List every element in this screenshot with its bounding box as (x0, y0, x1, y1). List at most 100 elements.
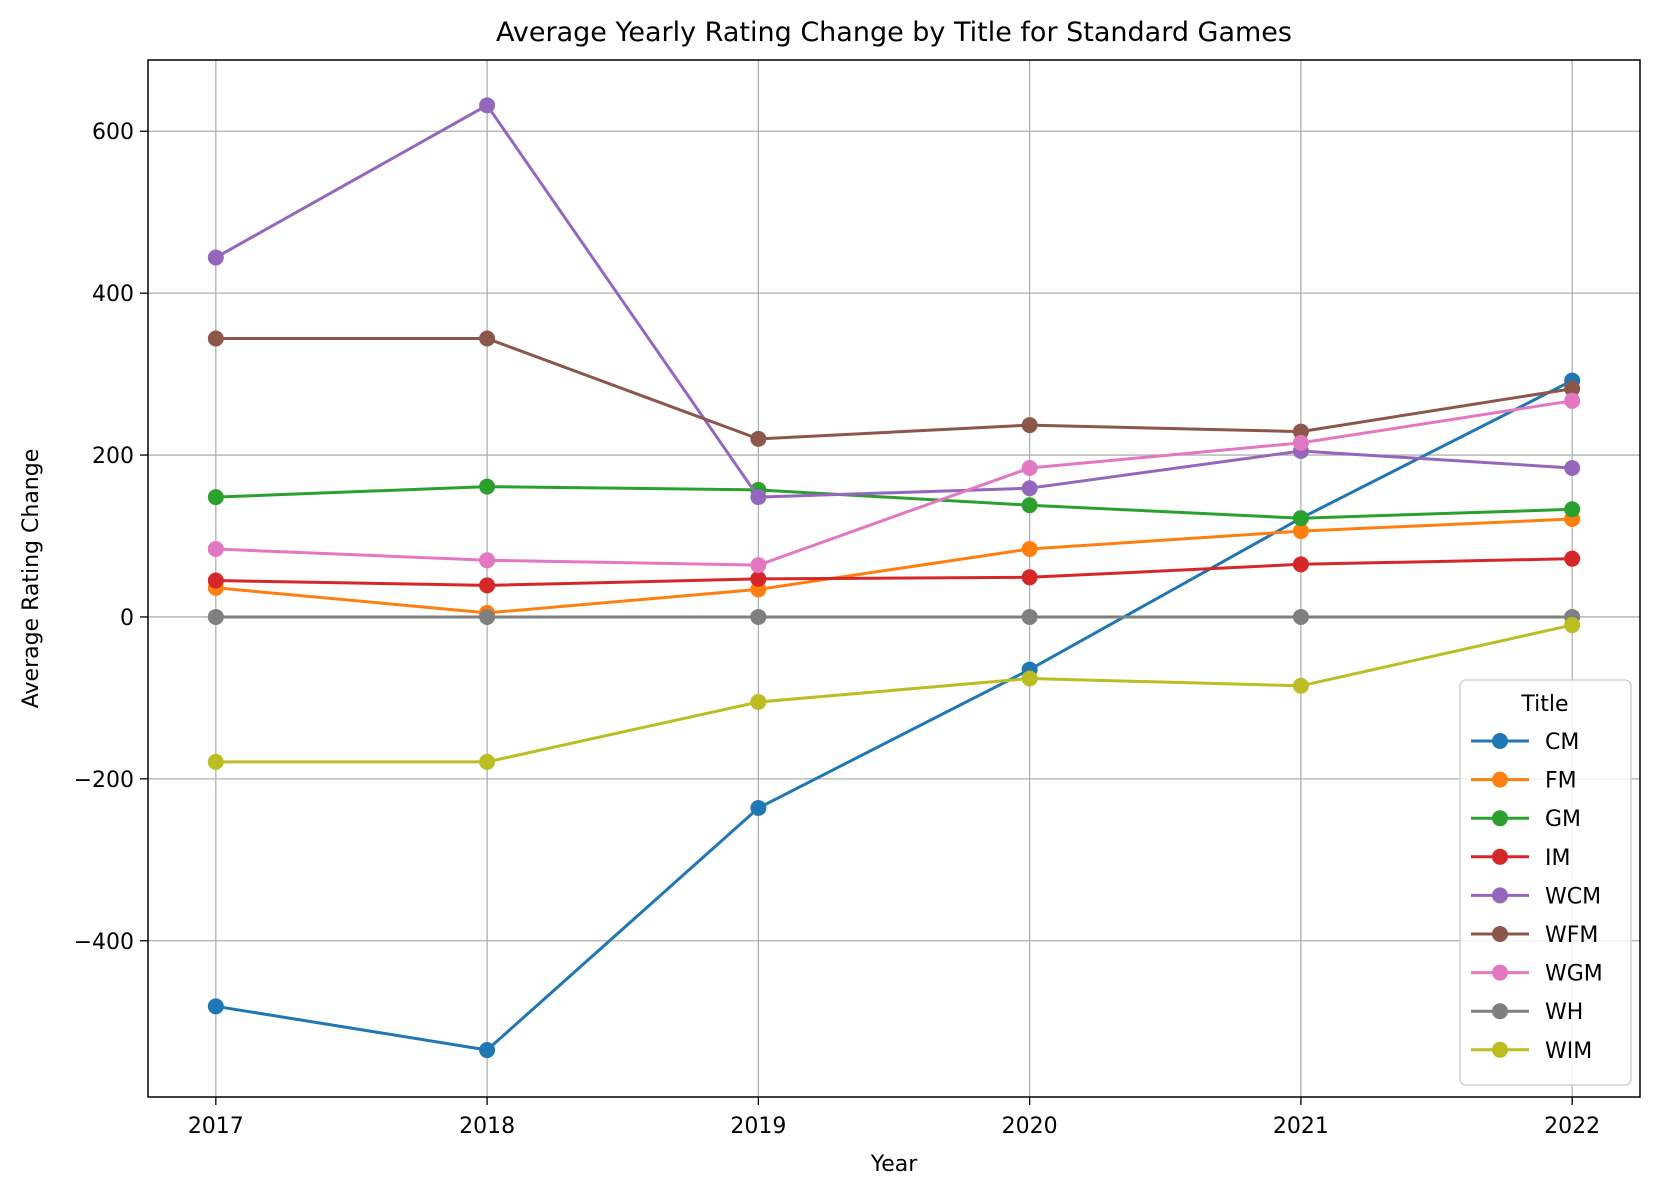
data-point-wgm (1021, 460, 1038, 476)
legend-marker (1492, 964, 1508, 981)
series-gm (207, 478, 1581, 527)
legend-marker (1492, 771, 1508, 788)
legend-items: CM FM GM IM WCM WFM WGM WH WIM (1471, 730, 1603, 1064)
data-point-wh (750, 608, 767, 625)
plot-frame (147, 59, 1641, 1098)
data-point-wh (479, 608, 496, 625)
legend-marker (1492, 1041, 1508, 1058)
legend-label: FM (1545, 769, 1577, 794)
data-point-gm (1564, 501, 1581, 518)
legend-item-fm: FM (1471, 769, 1577, 794)
data-point-wgm (1564, 392, 1581, 409)
legend-item-wcm: WCM (1471, 884, 1601, 909)
data-point-gm (207, 489, 224, 506)
axis-ticks: 2017 2018 2019 2020 2021 2022 −400 −200 0 200 400 6… (74, 120, 1601, 1139)
data-point-wcm (1021, 480, 1038, 497)
legend-label: CM (1545, 730, 1579, 755)
y-tick-label: −200 (74, 768, 134, 793)
legend-label: WIM (1545, 1039, 1592, 1064)
legend: Title CM FM GM IM WCM WFM WGM WH WIM (1459, 679, 1632, 1086)
data-point-im (479, 577, 496, 594)
data-point-wgm (479, 552, 496, 569)
data-point-wfm (1564, 380, 1581, 397)
data-point-wgm (1292, 434, 1309, 451)
data-point-wcm (207, 249, 224, 266)
data-point-im (1564, 550, 1581, 567)
data-point-wgm (750, 557, 767, 574)
series-line-wgm (214, 399, 1574, 567)
data-point-wfm (750, 430, 767, 447)
data-point-fm (1292, 523, 1309, 540)
series-line-gm (214, 485, 1574, 520)
data-point-wh (207, 608, 224, 625)
x-tick-label: 2018 (459, 1114, 515, 1139)
legend-label: WCM (1545, 884, 1601, 909)
data-point-wfm (479, 330, 496, 347)
series-wfm (207, 330, 1581, 447)
y-axis-label: Average Rating Change (19, 449, 44, 709)
y-tick-label: 0 (120, 606, 134, 631)
legend-marker (1492, 848, 1508, 865)
series-line-wcm (213, 103, 1574, 499)
data-point-wim (479, 753, 496, 770)
y-tick-label: 200 (92, 444, 134, 469)
legend-item-wim: WIM (1471, 1039, 1592, 1064)
data-point-wim (1021, 670, 1038, 687)
data-point-im (207, 572, 224, 589)
legend-item-cm: CM (1471, 730, 1579, 755)
data-point-wim (207, 753, 224, 770)
data-point-cm (479, 1042, 496, 1059)
legend-label: GM (1545, 807, 1581, 832)
data-point-cm (750, 800, 767, 816)
series-wim (207, 617, 1581, 770)
series-line-wim (214, 623, 1574, 764)
data-point-cm (207, 998, 224, 1015)
legend-label: WFM (1545, 923, 1598, 948)
data-point-wcm (479, 97, 496, 114)
x-tick-label: 2017 (188, 1114, 244, 1139)
legend-marker (1492, 733, 1508, 749)
x-tick-label: 2022 (1544, 1114, 1600, 1139)
data-point-im (1021, 569, 1038, 586)
legend-item-wfm: WFM (1471, 923, 1598, 948)
data-point-gm (1292, 510, 1309, 527)
data-point-im (750, 570, 767, 587)
data-point-fm (1021, 540, 1038, 557)
legend-label: WGM (1545, 962, 1603, 987)
y-tick-label: −400 (74, 930, 134, 955)
x-tick-label: 2021 (1273, 1114, 1329, 1139)
legend-item-wgm: WGM (1471, 962, 1603, 987)
legend-item-wh: WH (1471, 1000, 1583, 1025)
legend-item-im: IM (1471, 846, 1570, 871)
legend-marker (1492, 887, 1508, 904)
series-line-im (214, 557, 1574, 587)
data-point-wfm (1021, 417, 1038, 434)
data-point-wim (750, 693, 767, 710)
data-point-wim (1292, 677, 1309, 694)
series-line-cm (214, 378, 1575, 1052)
data-point-gm (1021, 497, 1038, 514)
data-point-wcm (750, 489, 767, 506)
y-tick-label: 400 (92, 282, 134, 307)
chart-title: Average Yearly Rating Change by Title fo… (496, 17, 1292, 48)
legend-marker (1492, 1003, 1508, 1020)
legend-label: IM (1545, 846, 1570, 871)
series-line-fm (214, 517, 1574, 615)
legend-marker (1492, 810, 1508, 827)
data-point-wfm (1292, 423, 1309, 440)
x-axis-label: Year (870, 1152, 919, 1177)
legend-title: Title (1520, 692, 1568, 717)
series-line-wfm (214, 337, 1574, 441)
data-point-im (1292, 556, 1309, 573)
data-point-wh (1021, 608, 1038, 625)
data-point-wh (1292, 608, 1309, 625)
data-point-wgm (207, 540, 224, 557)
data-point-gm (479, 478, 496, 495)
data-point-wfm (207, 330, 224, 347)
x-tick-label: 2020 (1002, 1114, 1058, 1139)
series-lines (207, 97, 1581, 1059)
legend-label: WH (1545, 1000, 1583, 1025)
